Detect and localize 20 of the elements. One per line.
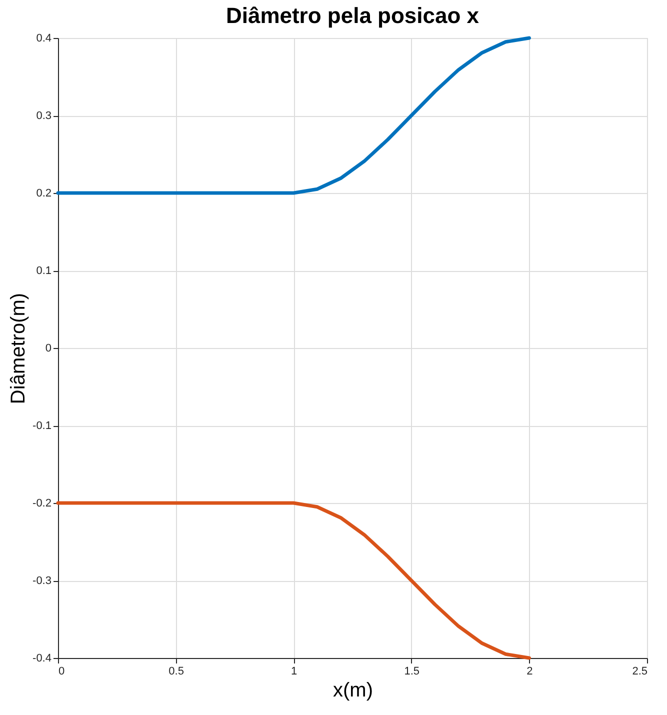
y-tick-label: 0.1: [36, 265, 52, 277]
y-tick-label: -0.4: [32, 652, 52, 664]
x-axis-title: x(m): [333, 680, 373, 702]
line-series: [56, 36, 531, 195]
chart-title: Diâmetro pela posicao x: [226, 3, 480, 28]
y-tick-label: -0.1: [32, 420, 52, 432]
line-series: [56, 501, 531, 660]
x-tick-label: 0.5: [168, 666, 184, 678]
y-tick-label: 0.3: [36, 110, 52, 122]
x-tick-label: 2.5: [632, 666, 648, 678]
x-tick-label: 2: [526, 666, 533, 678]
y-axis-title: Diâmetro(m): [8, 292, 30, 404]
y-tick-label: -0.2: [32, 498, 52, 510]
y-tick-label: -0.3: [32, 575, 52, 587]
x-tick-label: 0: [58, 666, 65, 678]
y-tick-label: 0.2: [36, 188, 52, 200]
x-tick-label: 1.5: [404, 666, 420, 678]
y-tick-label: 0: [45, 342, 52, 354]
y-tick-label: 0.4: [36, 32, 52, 44]
x-tick-label: 1: [291, 666, 298, 678]
